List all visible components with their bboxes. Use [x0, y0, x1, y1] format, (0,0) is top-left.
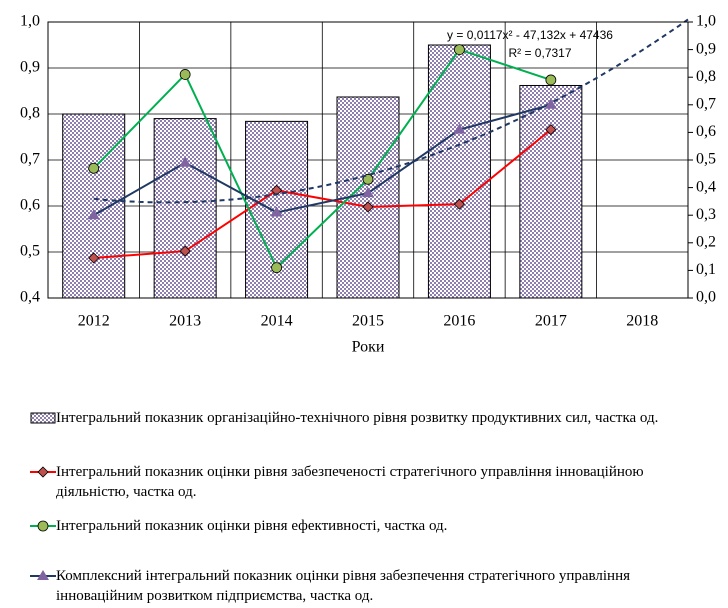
y-tick-label: 0,8: [20, 105, 40, 122]
x-axis-title: Роки: [352, 339, 385, 356]
marker: [37, 466, 49, 478]
marker: [362, 173, 374, 185]
plot-frame: [47, 21, 689, 299]
x-tick-label: 2017: [535, 313, 567, 330]
legend-item: Інтегральний показник організаційно-техн…: [30, 408, 720, 428]
marker: [271, 262, 282, 274]
legend-label: Інтегральний показник оцінки рівня забез…: [56, 464, 644, 500]
bar: [519, 84, 583, 299]
legend-swatch: [30, 466, 56, 478]
y-tick-label: 0,5: [20, 243, 40, 260]
marker: [544, 98, 557, 109]
legend-item: Інтегральний показник оцінки рівня забез…: [30, 462, 720, 502]
legend-item: Інтегральний показник оцінки рівня ефект…: [30, 516, 720, 536]
bar: [62, 113, 126, 299]
legend-swatch: [30, 412, 56, 424]
legend-swatch: [30, 570, 56, 580]
marker: [87, 209, 100, 220]
y-tick-label: 1,0: [20, 13, 40, 30]
x-tick-label: 2015: [352, 313, 384, 330]
marker: [179, 156, 192, 167]
bar: [153, 118, 217, 299]
y2-tick-label: 0,8: [696, 68, 716, 85]
marker: [545, 124, 557, 136]
legend-item: Комплексний інтегральний показник оцінки…: [30, 566, 720, 606]
y2-tick-label: 0,9: [696, 40, 716, 57]
marker: [362, 187, 374, 198]
line: [92, 48, 552, 270]
y-tick-label: 0,4: [20, 289, 40, 306]
marker: [179, 69, 191, 80]
y2-tick-label: 0,3: [696, 206, 716, 223]
x-tick-label: 2013: [169, 313, 201, 330]
marker: [545, 74, 557, 86]
y2-tick-label: 0,5: [696, 151, 716, 168]
marker: [270, 206, 283, 217]
y2-tick-label: 0,1: [696, 261, 716, 278]
legend-swatch: [30, 520, 56, 532]
y-tick-label: 0,6: [20, 197, 40, 214]
x-tick-label: 2014: [261, 313, 293, 330]
bar: [427, 44, 491, 299]
marker: [37, 570, 49, 580]
y2-tick-label: 0,2: [696, 233, 716, 250]
legend-label: Комплексний інтегральний показник оцінки…: [56, 568, 630, 604]
y2-tick-label: 0,0: [696, 289, 716, 306]
line: [93, 128, 552, 259]
marker: [362, 201, 374, 213]
y-tick-label: 0,7: [20, 151, 40, 168]
x-tick-label: 2018: [626, 313, 658, 330]
marker: [453, 198, 465, 210]
marker: [453, 123, 466, 134]
marker: [88, 252, 100, 264]
marker: [454, 44, 465, 55]
y-tick-label: 0,9: [20, 59, 40, 76]
swatch: [30, 412, 56, 424]
legend-label: Інтегральний показник організаційно-техн…: [56, 410, 659, 426]
trend-equation: y = 0,0117x² - 47,132x + 47436: [447, 28, 613, 42]
marker: [37, 520, 49, 532]
marker: [271, 184, 283, 196]
marker: [88, 162, 100, 174]
y2-tick-label: 0,7: [696, 95, 716, 112]
trendline: [93, 18, 689, 204]
y2-tick-label: 0,4: [696, 178, 716, 195]
y2-tick-label: 1,0: [696, 13, 716, 30]
line: [93, 103, 552, 217]
trend-r2: R² = 0,7317: [508, 46, 571, 60]
chart: Роки y = 0,0117x² - 47,132x + 47436 R² =…: [20, 13, 716, 356]
x-tick-label: 2012: [78, 313, 110, 330]
legend-label: Інтегральний показник оцінки рівня ефект…: [56, 518, 448, 534]
x-tick-label: 2016: [443, 313, 475, 330]
y2-tick-label: 0,6: [696, 123, 716, 140]
marker: [179, 245, 191, 257]
